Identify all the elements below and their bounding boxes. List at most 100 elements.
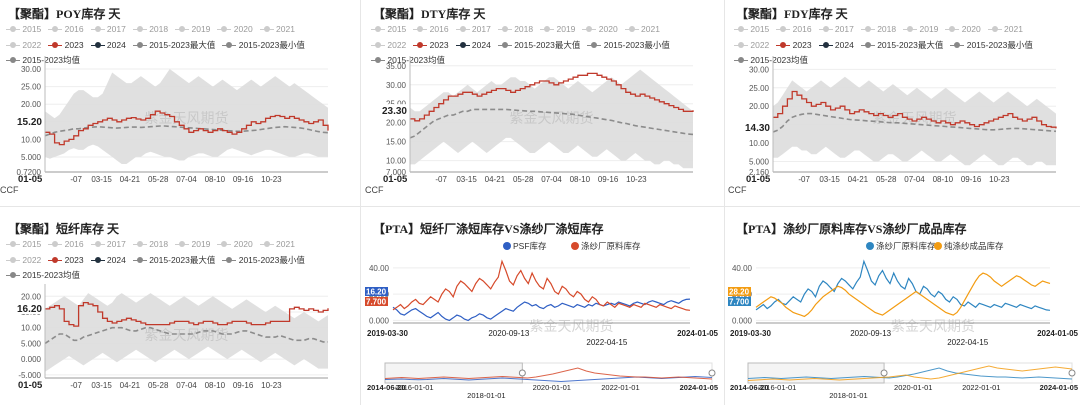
value-label-box <box>365 297 388 306</box>
legend-item[interactable]: 2015 <box>734 24 769 34</box>
chart-title: 【聚酯】短纤库存 天 <box>8 222 120 236</box>
legend-row: 2022 2023 2024 2015-2023最大值 2015-2023最小值 <box>371 39 701 54</box>
legend-item[interactable]: 2024 <box>818 40 854 50</box>
navigator-series-line <box>747 365 1073 381</box>
legend-marker-icon <box>175 241 190 248</box>
legend-marker-icon <box>6 26 20 33</box>
legend-item[interactable]: 2017 <box>818 24 854 34</box>
legend-item[interactable]: 2015 <box>371 24 406 34</box>
legend-label: 2023 <box>62 40 84 50</box>
legend-item[interactable]: 2024 <box>455 40 491 50</box>
y-tick-label: 10.00 <box>386 157 407 166</box>
legend-label: 2024 <box>469 40 491 50</box>
navigator-tick-label: 2018-01-01 <box>467 391 505 400</box>
x-tick-label: 07-04 <box>176 175 197 184</box>
navigator-tick-label: 2022-01-01 <box>962 383 1000 392</box>
legend-item[interactable]: 2020 <box>945 24 981 34</box>
legend-item[interactable]: 2022 <box>6 255 41 265</box>
x-tick-label: -07 <box>70 175 82 184</box>
x-tick-label: 10-23 <box>989 175 1010 184</box>
x-tick-label: 03-15 <box>91 175 112 184</box>
panel-dty: 【聚酯】DTY库存 天 2015 2016 2017 2018 2019 202… <box>365 0 720 200</box>
range-band <box>45 69 328 164</box>
legend-row: 2022 2023 2024 2015-2023最大值 2015-2023最小值 <box>6 39 336 54</box>
legend-item[interactable]: 2020 <box>582 24 618 34</box>
legend-item[interactable]: 2019 <box>903 24 938 34</box>
legend-marker-icon <box>132 42 147 49</box>
value-label: 7.700 <box>729 298 750 307</box>
y-tick-label: 30.00 <box>21 65 42 74</box>
legend-marker-icon <box>132 257 147 264</box>
legend-item[interactable]: 2015-2023均值 <box>734 54 808 66</box>
legend-item[interactable]: 2015 <box>6 24 41 34</box>
x-tick-label: 2024-01-05 <box>677 329 718 338</box>
legend-item[interactable]: 2023 <box>48 255 84 265</box>
legend-item[interactable]: 2021 <box>987 24 1023 34</box>
legend-label: 2015 <box>385 24 407 34</box>
y-tick-label: 5.000 <box>21 339 42 348</box>
legend-item[interactable]: 2016 <box>48 239 84 249</box>
y-tick-label: 10.00 <box>21 324 42 333</box>
legend-item[interactable]: 2019 <box>175 24 210 34</box>
legend-item[interactable]: 2022 <box>6 40 41 50</box>
legend-item[interactable]: 2015-2023最小值 <box>587 39 670 51</box>
legend-item[interactable]: 2022 <box>734 40 769 50</box>
legend-item[interactable]: 2023 <box>413 40 449 50</box>
legend-item[interactable]: 2015 <box>6 239 41 249</box>
legend-item[interactable]: 2015-2023均值 <box>6 269 80 281</box>
legend-item[interactable]: 2018 <box>132 239 168 249</box>
legend-item[interactable]: 2015-2023最小值 <box>222 254 305 266</box>
legend-item[interactable]: 2015-2023最小值 <box>222 39 305 51</box>
legend-item[interactable]: 2019 <box>175 239 210 249</box>
legend: 2015 2016 2017 2018 2019 2020 2021 2022 … <box>734 24 1064 69</box>
legend-item[interactable]: 2015-2023最大值 <box>132 254 215 266</box>
legend-item[interactable]: 2023 <box>48 40 84 50</box>
legend-item[interactable]: 2018 <box>497 24 533 34</box>
legend-item[interactable]: 2015-2023最大值 <box>497 39 580 51</box>
legend-item[interactable]: 2017 <box>90 24 126 34</box>
y-tick-label: 20.00 <box>386 119 407 128</box>
legend-marker-icon <box>48 26 63 33</box>
legend-item[interactable]: 2016 <box>48 24 84 34</box>
legend-marker-icon <box>6 241 20 248</box>
legend-item[interactable]: 2020 <box>217 239 253 249</box>
legend-item[interactable]: 2015-2023最小值 <box>950 39 1033 51</box>
legend-item[interactable]: 2024 <box>90 40 126 50</box>
x-tick-label: 03-15 <box>456 175 477 184</box>
legend-item[interactable]: 2015-2023最大值 <box>132 39 215 51</box>
legend-item[interactable]: 2024 <box>90 255 126 265</box>
legend-label: 2015-2023最小值 <box>964 40 1033 50</box>
legend-item[interactable]: 2020 <box>217 24 253 34</box>
legend-item[interactable]: 2018 <box>860 24 896 34</box>
y-tick-label: 10.00 <box>21 135 42 144</box>
legend-item[interactable]: 2016 <box>413 24 449 34</box>
legend-row: 2015-2023均值 <box>6 269 336 284</box>
legend-item[interactable]: 2023 <box>776 40 812 50</box>
legend-label: 2023 <box>790 40 812 50</box>
legend-marker-icon <box>259 26 274 33</box>
y-tick-label: 10.00 <box>749 139 770 148</box>
legend-item[interactable]: 2022 <box>371 40 406 50</box>
legend-item[interactable]: 2016 <box>776 24 812 34</box>
legend-item[interactable]: 2015-2023均值 <box>6 54 80 66</box>
legend-item[interactable]: 2018 <box>132 24 168 34</box>
series-line-2023 <box>45 110 329 146</box>
legend-item[interactable]: 2015-2023最大值 <box>860 39 943 51</box>
y-tick-label: 0.7200 <box>17 168 42 177</box>
legend-item[interactable]: 2015-2023均值 <box>371 54 445 66</box>
legend-marker-icon <box>903 26 918 33</box>
legend-item[interactable]: 2021 <box>624 24 660 34</box>
chart-svg: 20.0015.0010.005.0000.000-5.000紫金天风期货01-… <box>0 284 329 391</box>
legend-item[interactable]: 2019 <box>540 24 575 34</box>
legend-item[interactable]: 2017 <box>455 24 491 34</box>
series-line-2023 <box>45 301 329 327</box>
legend-item[interactable]: 2021 <box>259 239 295 249</box>
legend-marker-icon <box>571 242 579 250</box>
x-tick-label: 2020-09-13 <box>488 329 529 338</box>
legend-marker-icon <box>624 26 639 33</box>
legend-item[interactable]: 2017 <box>90 239 126 249</box>
y-tick-label: 15.00 <box>386 138 407 147</box>
legend-item[interactable]: 2021 <box>259 24 295 34</box>
legend-marker-icon <box>540 26 555 33</box>
legend-marker-icon <box>497 26 512 33</box>
